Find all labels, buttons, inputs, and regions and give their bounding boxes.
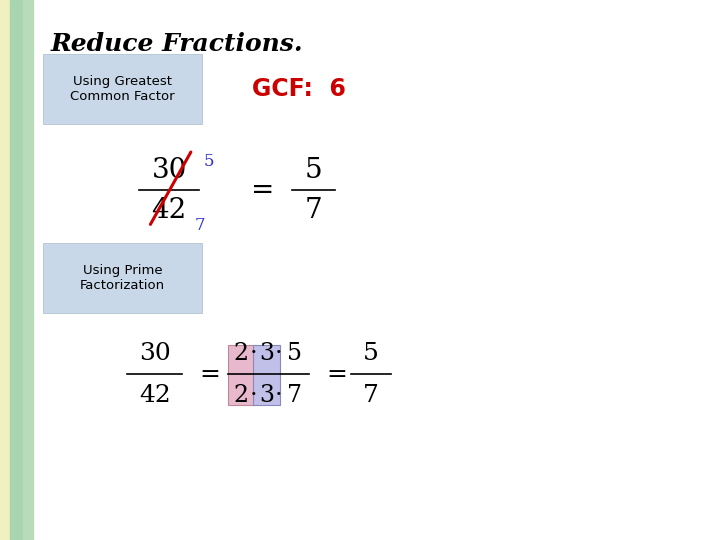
Text: 5: 5 [305, 157, 322, 184]
Text: 2: 2 [233, 342, 249, 365]
Text: ·: · [275, 384, 282, 407]
Text: 5: 5 [204, 153, 215, 171]
FancyBboxPatch shape [253, 345, 280, 405]
Text: Using Prime
Factorization: Using Prime Factorization [80, 264, 165, 292]
Text: GCF:  6: GCF: 6 [252, 77, 346, 101]
Text: 7: 7 [363, 384, 379, 407]
Text: 7: 7 [305, 197, 322, 224]
Text: Using Greatest
Common Factor: Using Greatest Common Factor [70, 75, 175, 103]
FancyBboxPatch shape [43, 243, 202, 313]
Text: ·: · [275, 342, 282, 365]
Text: 30: 30 [139, 342, 171, 365]
Text: 7: 7 [287, 384, 302, 407]
FancyBboxPatch shape [43, 54, 202, 124]
Text: Reduce Fractions.: Reduce Fractions. [50, 32, 303, 56]
Text: 2: 2 [233, 384, 249, 407]
Text: ·: · [250, 342, 257, 365]
Text: 3: 3 [259, 384, 274, 407]
Text: 5: 5 [287, 342, 302, 365]
Text: 30: 30 [151, 157, 187, 184]
Text: =: = [200, 363, 220, 386]
Text: 42: 42 [152, 197, 186, 224]
Text: 7: 7 [194, 217, 205, 234]
Text: =: = [327, 363, 347, 386]
Text: 5: 5 [363, 342, 379, 365]
Text: =: = [251, 177, 274, 204]
FancyBboxPatch shape [228, 345, 255, 405]
Text: 3: 3 [259, 342, 274, 365]
Text: ·: · [250, 384, 257, 407]
Text: 42: 42 [139, 384, 171, 407]
